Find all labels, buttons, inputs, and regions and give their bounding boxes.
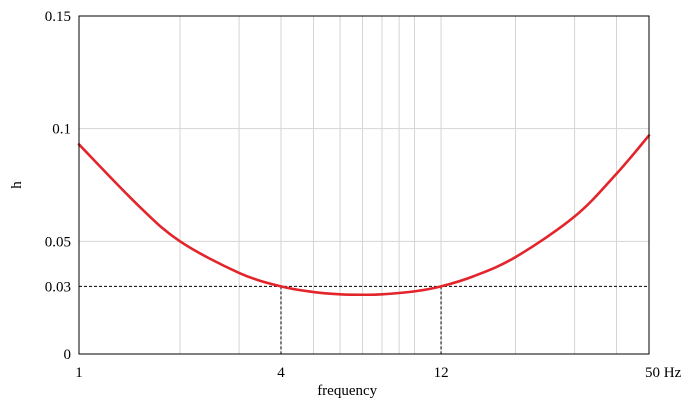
series-layer — [77, 134, 651, 297]
reference-lines — [79, 285, 649, 354]
y-tick-label: 0.15 — [45, 9, 71, 25]
x-tick-label: 1 — [75, 365, 83, 381]
x-tick-label: 4 — [277, 365, 285, 381]
plot-frame — [78, 15, 650, 355]
y-tick-label: 0.03 — [45, 279, 71, 295]
x-tick-label: 50 Hz — [645, 365, 682, 381]
y-tick-label: 0.05 — [45, 234, 71, 250]
y-axis-ticks: 0 0.03 0.05 0.1 0.15 — [45, 9, 71, 363]
x-axis-ticks: 1 4 12 50 Hz — [75, 365, 681, 381]
y-tick-label: 0 — [64, 347, 72, 363]
grid — [78, 16, 650, 354]
y-tick-label: 0.1 — [52, 122, 71, 138]
x-tick-label: 12 — [434, 365, 449, 381]
x-axis-label: frequency — [317, 383, 377, 399]
series-line — [77, 134, 651, 297]
y-axis-label: h — [9, 181, 25, 189]
